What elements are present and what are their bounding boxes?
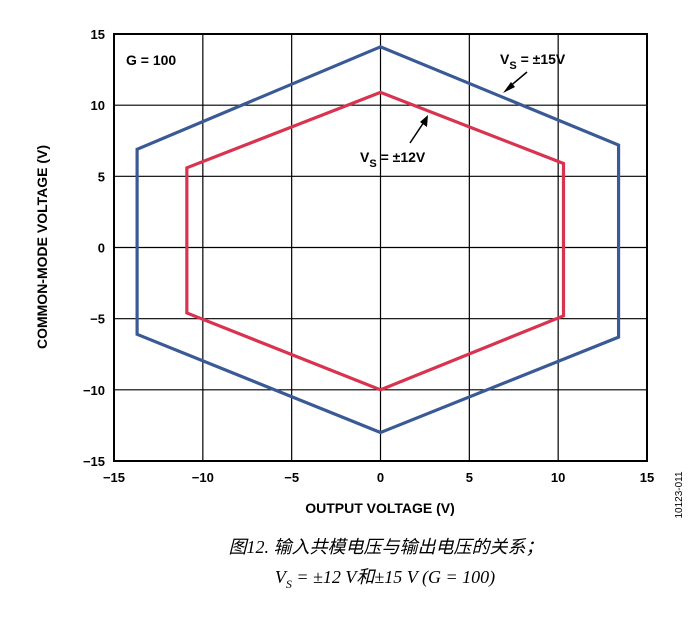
x-tick-label: 5 (466, 470, 473, 485)
series-vs12-line (185, 90, 566, 392)
tick-labels: −15 −10 −5 0 5 10 15 15 10 5 0 −5 −10 −15 (83, 27, 654, 485)
vs15-label: VS = ±15V (500, 51, 566, 72)
gain-label-bg (118, 46, 198, 72)
x-axis-label: OUTPUT VOLTAGE (V) (305, 500, 455, 516)
y-axis-label: COMMON-MODE VOLTAGE (V) (34, 145, 50, 349)
y-tick-label: 5 (98, 169, 105, 184)
x-tick-label: −10 (192, 470, 214, 485)
vs12-arrowhead (420, 115, 428, 127)
series-layer (135, 45, 621, 435)
grid-lines (114, 34, 647, 461)
y-tick-label: −15 (83, 454, 105, 469)
y-tick-label: −10 (83, 383, 105, 398)
gain-label: G = 100 (126, 52, 176, 68)
vs12-arrow (409, 121, 425, 144)
x-tick-label: 15 (640, 470, 654, 485)
caption-line-1: 图12. 输入共模电压与输出电压的关系； (229, 537, 544, 557)
figure-id: 10123-011 (674, 471, 685, 519)
y-tick-label: −5 (90, 312, 105, 327)
vs15-arrowhead (503, 82, 515, 93)
y-tick-label: 10 (91, 98, 105, 113)
x-tick-label: 10 (551, 470, 565, 485)
x-tick-label: 0 (377, 470, 384, 485)
x-tick-label: −5 (284, 470, 299, 485)
plot-frame (113, 33, 648, 462)
y-tick-label: 15 (91, 27, 105, 42)
series-vs15-line (135, 45, 621, 435)
caption-line-2: VS = ±12 V和±15 V (G = 100) (275, 567, 495, 591)
y-tick-label: 0 (98, 241, 105, 256)
x-tick-label: −15 (103, 470, 125, 485)
vs12-label: VS = ±12V (360, 149, 426, 170)
